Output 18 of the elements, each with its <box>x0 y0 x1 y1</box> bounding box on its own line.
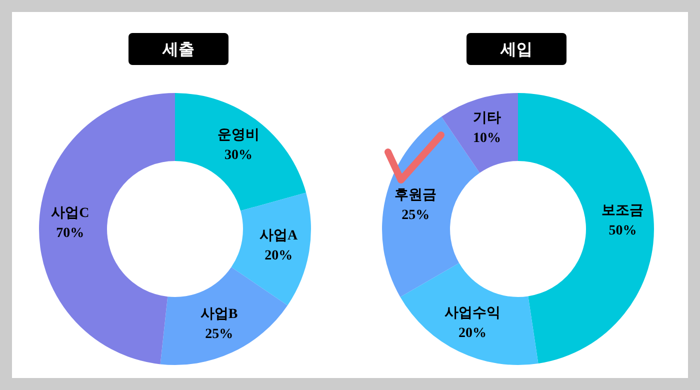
data-label: 25% <box>402 208 430 224</box>
slice-label: 기타 <box>473 111 502 126</box>
data-label: 10% <box>473 131 502 146</box>
slice-label: 사업A <box>260 228 299 244</box>
slice-label: 운영비 <box>218 128 260 143</box>
slice-label: 사업B <box>200 306 238 322</box>
data-label: 30% <box>224 148 253 163</box>
data-label: 70% <box>56 226 84 241</box>
slice-label: 후원금 <box>394 188 437 204</box>
data-label: 25% <box>205 326 234 342</box>
data-label: 20% <box>264 248 293 264</box>
slice-label: 사업수익 <box>444 306 500 322</box>
chart-title: 세출 <box>162 40 194 58</box>
chart-title: 세입 <box>500 40 532 58</box>
slice-label: 사업C <box>51 206 90 221</box>
data-label: 20% <box>458 326 486 342</box>
data-label: 50% <box>608 224 637 239</box>
slice-label: 보조금 <box>602 204 644 219</box>
